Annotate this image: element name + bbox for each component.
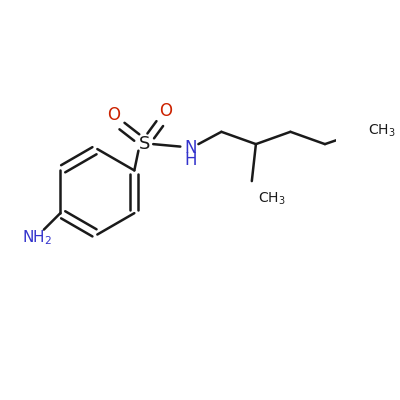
Text: O: O (159, 102, 172, 120)
Text: O: O (107, 106, 120, 124)
Text: H: H (184, 151, 196, 169)
Text: N: N (184, 139, 196, 157)
Text: NH$_2$: NH$_2$ (22, 228, 52, 247)
Text: CH$_3$: CH$_3$ (368, 123, 396, 139)
Text: CH$_3$: CH$_3$ (258, 191, 286, 207)
Text: S: S (139, 135, 151, 153)
